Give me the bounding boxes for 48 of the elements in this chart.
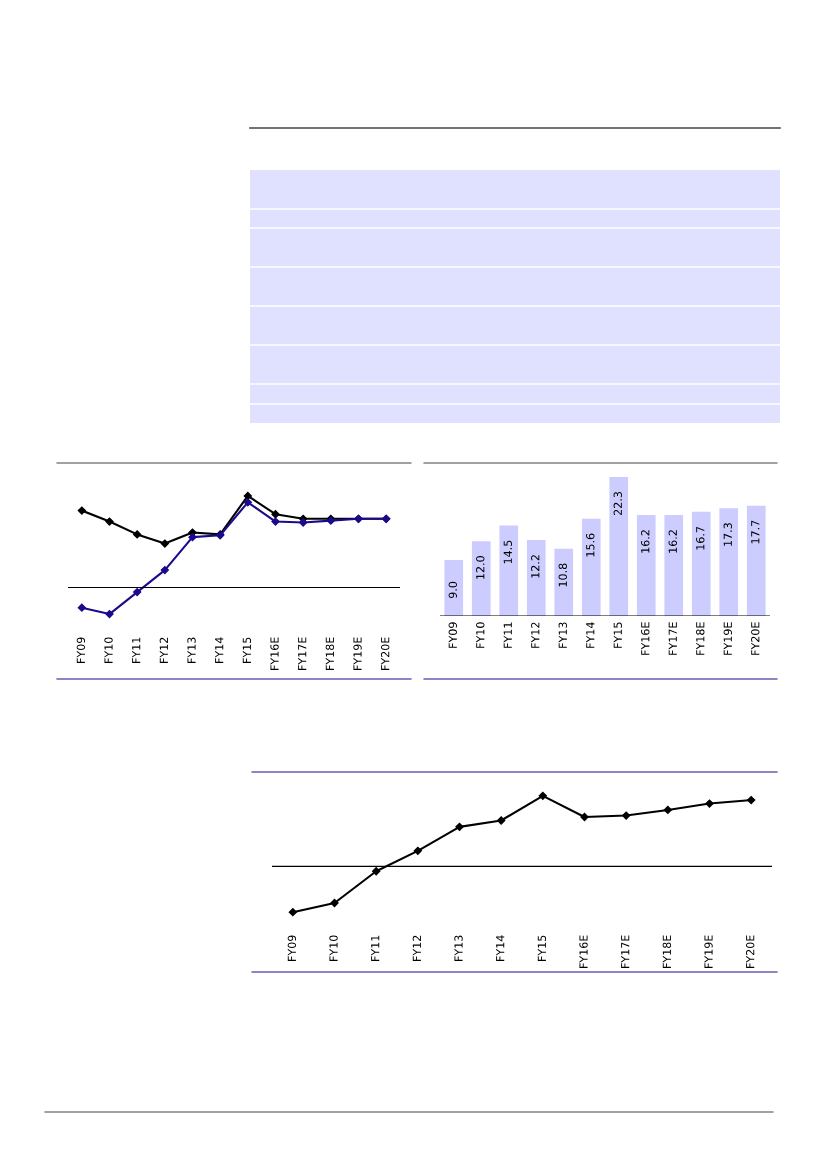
x-tick-label: FY19E [353,637,362,670]
data-label: 17.7 [751,520,760,544]
x-tick-label: FY16E [579,935,588,968]
x-tick-label: FY13 [454,935,463,961]
x-tick-label: FY11 [371,935,380,961]
x-tick-label: FY09 [448,622,457,648]
x-tick-label: FY11 [132,637,141,663]
x-tick-label: FY09 [76,637,86,663]
x-tick-label: FY18E [696,622,705,655]
x-tick-label: FY17E [621,935,630,968]
x-tick-label: FY18E [325,637,335,670]
x-tick-label: FY11 [503,622,512,648]
x-tick-label: FY10 [104,637,113,663]
x-tick-label: FY14 [496,935,505,961]
x-tick-label: FY13 [187,637,196,663]
data-label: 16.2 [641,530,650,553]
x-tick-label: FY16E [270,637,279,670]
x-tick-label: FY18E [662,935,672,968]
data-label: 12.2 [531,555,540,578]
x-tick-label: FY17E [668,622,677,655]
x-tick-label: FY20E [380,637,390,670]
x-tick-label: FY20E [745,935,755,968]
x-tick-label: FY10 [329,935,338,961]
x-tick-label: FY17E [298,637,307,670]
data-label: 14.5 [503,540,512,564]
data-label: 17.3 [723,523,732,546]
x-tick-label: FY16E [641,622,650,655]
x-tick-label: FY14 [215,637,224,663]
x-tick-label: FY12 [412,935,421,961]
data-label: 9.0 [448,581,457,599]
x-tick-label: FY12 [531,622,540,648]
x-tick-label: FY14 [586,622,595,648]
x-tick-label: FY15 [242,637,252,663]
x-tick-label: FY12 [159,637,168,663]
x-tick-label: FY13 [558,622,567,648]
data-label: 15.6 [586,533,595,557]
data-label: 12.0 [476,556,485,579]
x-tick-label: FY19E [723,622,732,655]
data-label: 16.7 [696,526,705,550]
x-tick-label: FY10 [476,622,485,648]
data-label: 22.3 [613,491,622,516]
x-tick-label: FY20E [751,622,760,655]
x-tick-label: FY15 [613,622,622,648]
data-label: 16.2 [668,530,677,553]
data-label: 10.8 [558,563,567,587]
x-tick-label: FY19E [704,935,713,968]
x-tick-label: FY15 [537,935,547,961]
x-tick-label: FY09 [287,935,297,961]
